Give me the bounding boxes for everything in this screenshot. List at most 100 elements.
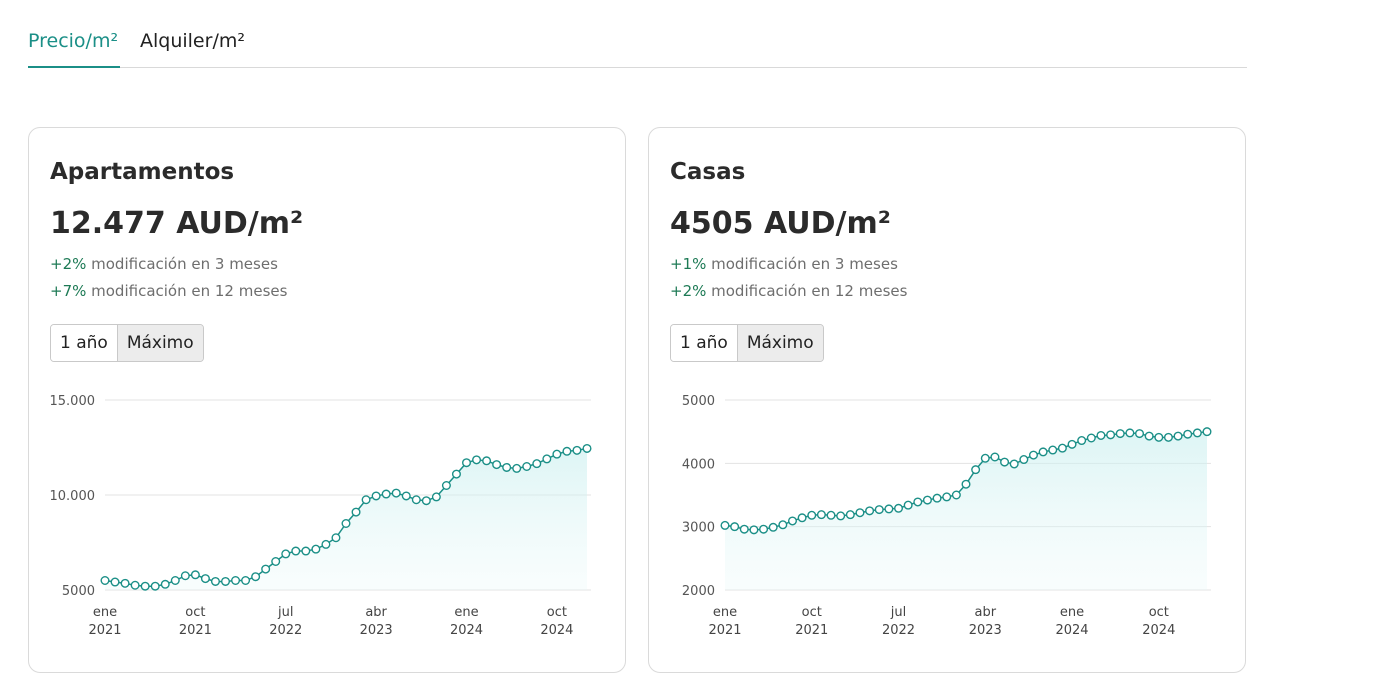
data-point [971,465,981,475]
data-point [1000,457,1010,467]
data-point [1154,432,1164,442]
data-point [1135,429,1145,439]
data-point [787,516,797,526]
x-tick-year: 2024 [540,623,573,638]
data-point [1173,431,1183,441]
data-point [140,581,150,591]
data-point [451,469,461,479]
data-point [462,458,472,468]
data-point [836,511,846,521]
data-point [1106,430,1116,440]
y-tick-label: 2000 [682,584,715,599]
data-point [720,520,730,530]
x-tick-year: 2021 [708,623,741,638]
data-point [980,453,990,463]
data-point [855,508,865,518]
data-point [961,479,971,489]
data-point [1096,430,1106,440]
active-tab-indicator [28,66,120,68]
x-tick-year: 2021 [795,623,828,638]
data-point [431,492,441,502]
data-point [845,510,855,520]
x-tick-month: abr [365,605,387,620]
area-fill [725,431,1207,590]
data-point [572,445,582,455]
x-tick-month: oct [1149,605,1169,620]
data-point [778,520,788,530]
data-point [865,506,875,516]
x-tick-month: abr [974,605,996,620]
change-12-months-text: modificación en 12 meses [706,282,908,300]
x-tick-month: oct [547,605,567,620]
data-point [261,564,271,574]
data-point [391,488,401,498]
tab-rent-per-m2[interactable]: Alquiler/m² [140,30,245,52]
data-point [341,518,351,528]
data-point [749,525,759,535]
data-point [441,480,451,490]
data-point [562,446,572,456]
y-tick-label: 3000 [682,521,715,536]
data-point [1048,445,1058,455]
range-1-year-button[interactable]: 1 año [671,325,737,361]
data-point [990,452,1000,462]
range-1-year-button[interactable]: 1 año [51,325,117,361]
tab-price-per-m2[interactable]: Precio/m² [28,30,119,52]
data-point [1125,428,1135,438]
data-point [160,579,170,589]
change-3-months: +2% modificación en 3 meses [50,255,278,273]
data-point [739,524,749,534]
data-point [1077,436,1087,446]
data-point [1009,459,1019,469]
data-point [170,575,180,585]
data-point [1038,447,1048,457]
data-point [120,578,130,588]
data-point [874,505,884,515]
change-3-months-text: modificación en 3 meses [706,255,898,273]
price-tabs: Precio/m² Alquiler/m² [28,22,1247,68]
data-point [150,581,160,591]
x-tick-year: 2024 [450,623,483,638]
data-point [180,571,190,581]
data-point [401,491,411,501]
data-point [894,503,904,513]
data-point [759,524,769,534]
data-point [482,456,492,466]
data-point [807,510,817,520]
data-point [100,575,110,585]
data-point [421,496,431,506]
range-max-button[interactable]: Máximo [736,325,823,361]
data-point [1086,433,1096,443]
x-tick-year: 2023 [969,623,1002,638]
x-tick-month: ene [1060,605,1084,620]
data-point [512,463,522,473]
data-point [1163,432,1173,442]
data-point [472,455,482,465]
data-point [542,454,552,464]
card-title: Apartamentos [50,159,235,185]
x-tick-month: jul [890,605,906,620]
change-3-months-pct: +1% [670,255,707,273]
change-12-months-text: modificación en 12 meses [86,282,288,300]
x-tick-year: 2022 [882,623,915,638]
card-title: Casas [670,159,746,185]
data-point [210,576,220,586]
data-point [913,497,923,507]
y-tick-label: 5000 [62,584,95,599]
data-point [552,449,562,459]
houses-card: Casas 4505 AUD/m² +1% modificación en 3 … [648,127,1246,673]
data-point [492,460,502,470]
data-point [130,580,140,590]
x-tick-year: 2023 [360,623,393,638]
data-point [301,546,311,556]
data-point [361,495,371,505]
x-tick-year: 2022 [269,623,302,638]
change-12-months: +7% modificación en 12 meses [50,282,287,300]
data-point [331,533,341,543]
range-max-button[interactable]: Máximo [116,325,203,361]
data-point [241,575,251,585]
data-point [231,575,241,585]
x-tick-month: oct [185,605,205,620]
data-point [371,491,381,501]
data-point [220,576,230,586]
